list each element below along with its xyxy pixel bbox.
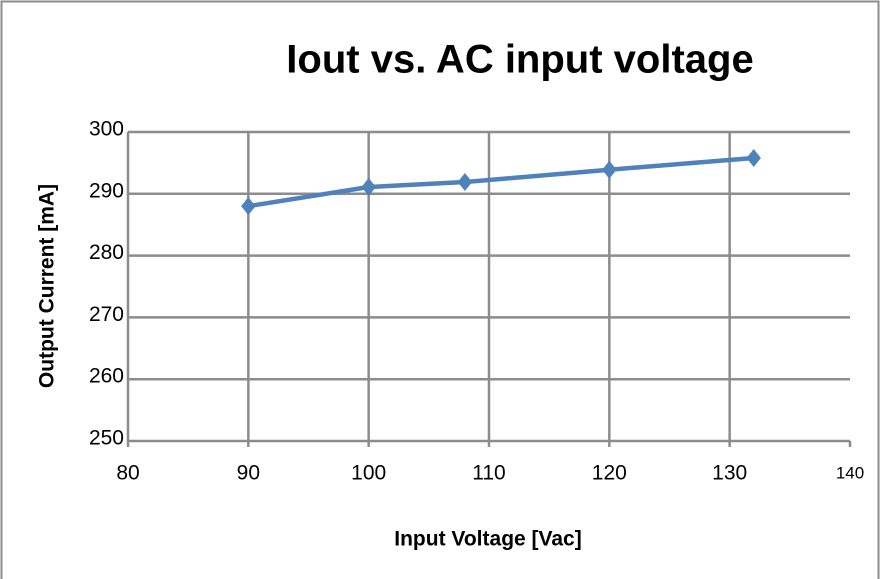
y-tick-label: 280 (89, 241, 124, 264)
data-point (602, 160, 617, 179)
x-tick-label: 140 (836, 463, 864, 482)
x-tick-label: 100 (351, 462, 386, 485)
y-tick-label: 270 (89, 303, 124, 326)
y-tick-label: 290 (89, 179, 124, 202)
x-tick-label: 80 (116, 462, 139, 485)
data-point (241, 197, 256, 216)
x-tick-label: 110 (472, 462, 505, 485)
data-point (746, 148, 761, 167)
x-tick-label: 130 (712, 462, 747, 485)
y-tick-label: 250 (89, 427, 124, 450)
data-point (361, 178, 376, 197)
y-tick-label: 300 (89, 118, 124, 141)
y-tick-label: 260 (89, 365, 124, 388)
y-axis-label: Output Current [mA] (36, 184, 59, 388)
chart-title: Iout vs. AC input voltage (286, 38, 753, 82)
x-tick-label: 120 (592, 462, 627, 485)
x-axis-label: Input Voltage [Vac] (394, 528, 581, 551)
data-point (457, 173, 473, 192)
x-tick-label: 90 (237, 462, 260, 485)
